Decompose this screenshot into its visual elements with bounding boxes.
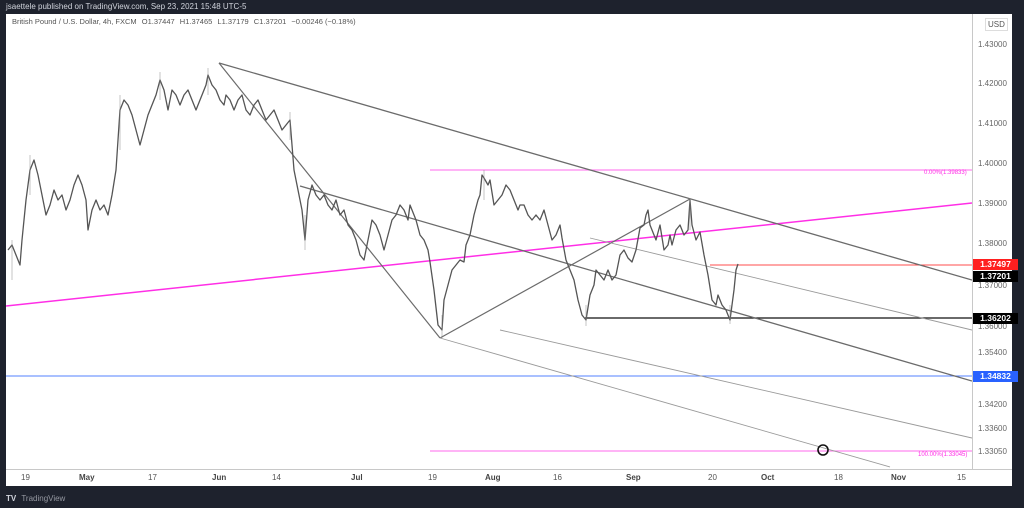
- price-chart[interactable]: [6, 14, 972, 469]
- time-label: Sep: [626, 473, 641, 482]
- low-value: L1.37179: [217, 17, 249, 26]
- time-label: 14: [272, 473, 281, 482]
- time-label: Jul: [351, 473, 363, 482]
- price-tick: 1.40000: [978, 159, 1007, 168]
- close-value: C1.37201: [253, 17, 287, 26]
- pitchfork-median: [299, 185, 972, 382]
- time-label: Nov: [891, 473, 907, 482]
- fib-100-label: 100.00%(1.33045): [918, 452, 968, 458]
- chart-legend: British Pound / U.S. Dollar, 4h, FXCM O1…: [12, 17, 359, 26]
- high-value: H1.37465: [179, 17, 213, 26]
- price-tick: 1.38000: [978, 239, 1007, 248]
- blue-level-label: 1.34832: [973, 371, 1018, 382]
- price-tick: 1.33050: [978, 447, 1007, 456]
- tradingview-branding[interactable]: TV TradingView: [6, 494, 65, 503]
- price-tick: 1.33600: [978, 424, 1007, 433]
- time-axis[interactable]: [6, 469, 1012, 487]
- pitchfork-lower: [439, 337, 891, 468]
- fib-0-label: 0.00%(1.39833): [924, 170, 967, 176]
- support-label: 1.36202: [973, 313, 1018, 324]
- time-label: 19: [428, 473, 437, 482]
- price-tick: 1.34200: [978, 400, 1007, 409]
- pitchfork-upper: [218, 62, 972, 281]
- time-label: Aug: [485, 473, 501, 482]
- time-label: 19: [21, 473, 30, 482]
- tradingview-logo-icon: TV: [6, 494, 17, 503]
- price-series: [7, 74, 739, 331]
- change-value: −0.00246 (−0.18%): [291, 17, 356, 26]
- price-tick: 1.37000: [978, 281, 1007, 290]
- price-tick: 1.35400: [978, 348, 1007, 357]
- price-tick: 1.36000: [978, 322, 1007, 331]
- price-axis[interactable]: [972, 14, 1013, 469]
- price-tick: 1.39000: [978, 199, 1007, 208]
- symbol-name: British Pound / U.S. Dollar, 4h, FXCM: [12, 17, 137, 26]
- brand-name: TradingView: [21, 494, 66, 503]
- price-tick: 1.43000: [978, 40, 1007, 49]
- time-label: Oct: [761, 473, 775, 482]
- magenta-trendline: [6, 202, 972, 307]
- currency-button[interactable]: USD: [985, 18, 1008, 31]
- time-label: 16: [553, 473, 562, 482]
- time-label: Jun: [212, 473, 227, 482]
- time-label: 15: [957, 473, 966, 482]
- red-level-label: 1.37497: [973, 259, 1018, 270]
- time-label: May: [79, 473, 95, 482]
- target-circle-marker: [817, 444, 829, 456]
- open-value: O1.37447: [141, 17, 175, 26]
- top-bar: jsaettele published on TradingView.com, …: [0, 0, 1024, 14]
- price-tick: 1.41000: [978, 119, 1007, 128]
- time-label: 20: [708, 473, 717, 482]
- last-price-label: 1.37201: [973, 271, 1018, 282]
- published-info: jsaettele published on TradingView.com, …: [6, 2, 247, 11]
- price-tick: 1.42000: [978, 79, 1007, 88]
- time-label: 18: [834, 473, 843, 482]
- time-label: 17: [148, 473, 157, 482]
